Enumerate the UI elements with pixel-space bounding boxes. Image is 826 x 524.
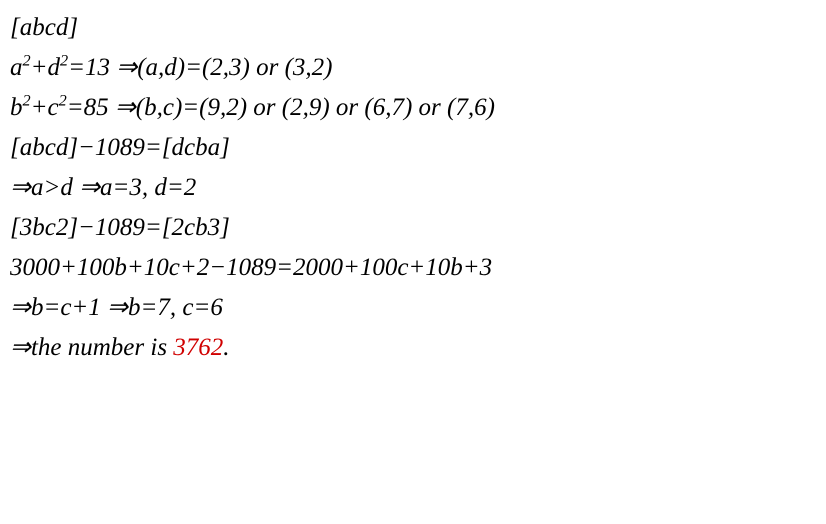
math-line-1: [abcd] [10,8,816,48]
math-line-8: ⇒b=c+1 ⇒b=7, c=6 [10,288,816,328]
math-line-2: a2+d2=13 ⇒(a,d)=(2,3) or (3,2) [10,48,816,88]
superscript: 2 [60,52,68,70]
text-fragment: =85 ⇒(b,c)=(9,2) or (2,9) or (6,7) or (7… [67,94,495,121]
text-fragment: a [10,54,23,81]
math-line-3: b2+c2=85 ⇒(b,c)=(9,2) or (2,9) or (6,7) … [10,88,816,128]
text-fragment: +d [31,54,60,81]
superscript: 2 [59,92,67,110]
math-line-6: [3bc2]−1089=[2cb3] [10,208,816,248]
text-fragment: . [223,334,229,361]
math-line-5: ⇒a>d ⇒a=3, d=2 [10,168,816,208]
superscript: 2 [23,92,31,110]
math-line-4: [abcd]−1089=[dcba] [10,128,816,168]
answer-highlight: 3762 [173,334,223,361]
math-line-9: ⇒the number is 3762. [10,328,816,368]
superscript: 2 [23,52,31,70]
text-fragment: b [10,94,23,121]
text-fragment: ⇒the number is [10,334,173,361]
text-fragment: =13 ⇒(a,d)=(2,3) or (3,2) [68,54,332,81]
text-fragment: +c [31,94,59,121]
math-line-7: 3000+100b+10c+2−1089=2000+100c+10b+3 [10,248,816,288]
